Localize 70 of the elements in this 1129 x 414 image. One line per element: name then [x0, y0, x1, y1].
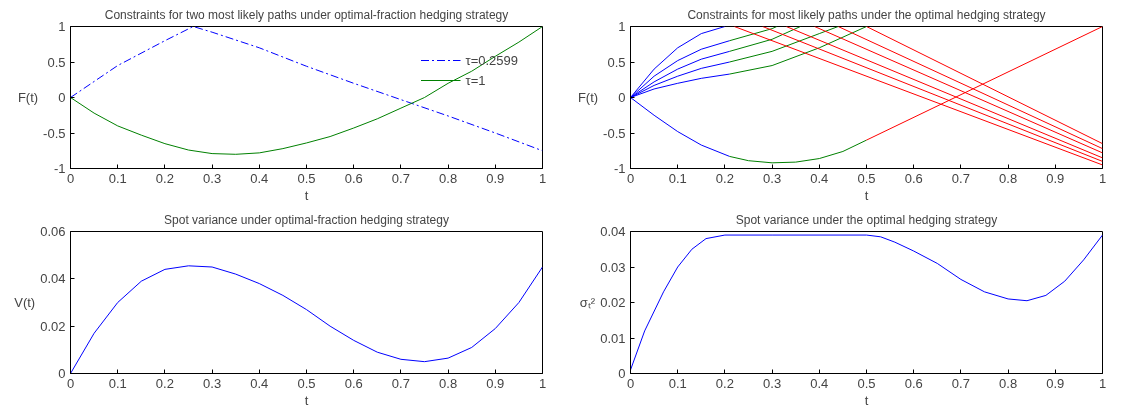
x-tick-label: 0.8 [439, 170, 458, 186]
x-tick-label: 0.7 [951, 375, 970, 391]
x-tick-label: 0.5 [857, 170, 876, 186]
x-tick-label: 0.8 [999, 375, 1018, 391]
x-tick-label: 0.3 [763, 375, 782, 391]
y-axis-title: F(t) [17, 90, 39, 105]
x-tick-label: 0.9 [486, 170, 505, 186]
y-axis-title: σₜ² [579, 295, 596, 310]
chart-title: Spot variance under optimal-fraction hedging strategy [164, 212, 449, 227]
x-tick-label: 0.6 [904, 375, 923, 391]
x-tick-label: 0.5 [297, 375, 316, 391]
y-axis-title: F(t) [577, 90, 599, 105]
y-tick-label: 0.02 [40, 318, 66, 334]
x-tick-label: 0.4 [250, 170, 269, 186]
x-tick-label: 0.8 [439, 375, 458, 391]
y-axis-title: V(t) [14, 295, 36, 310]
x-tick-label: 0.5 [297, 170, 316, 186]
x-axis-title: t [864, 187, 869, 203]
x-axis-title: t [304, 392, 309, 408]
y-tick-label: 0.04 [40, 271, 66, 287]
x-tick-label: 0.4 [810, 375, 829, 391]
y-tick-label: 0.06 [40, 224, 66, 239]
x-tick-label: 0.8 [999, 170, 1018, 186]
y-tick-label: -0.5 [43, 125, 66, 141]
x-tick-label: 0.5 [857, 375, 876, 391]
chart-title: Constraints for two most likely paths under optimal-fraction hedging strategy [104, 7, 509, 22]
y-tick-label: 0.01 [600, 330, 626, 346]
x-tick-label: 0.1 [108, 170, 127, 186]
x-tick-label: 0.2 [715, 170, 734, 186]
x-axis-title: t [864, 392, 869, 408]
chart-title: Spot variance under the optimal hedging strategy [735, 212, 998, 227]
x-tick-label: 1 [1098, 375, 1107, 391]
x-tick-label: 0.7 [951, 170, 970, 186]
y-tick-label: 0.5 [607, 54, 626, 70]
x-tick-label: 0.3 [763, 170, 782, 186]
x-tick-label: 0.9 [1046, 375, 1065, 391]
x-tick-label: 1 [538, 170, 547, 186]
y-tick-label: 0 [618, 90, 626, 105]
y-tick-label: 0.03 [600, 259, 626, 275]
y-tick-label: 0.02 [600, 295, 626, 310]
x-tick-label: 0.9 [486, 375, 505, 391]
x-tick-label: 0.4 [810, 170, 829, 186]
legend-label: τ=1 [465, 72, 486, 88]
x-tick-label: 0.7 [391, 375, 410, 391]
x-tick-label: 0.6 [344, 170, 363, 186]
x-tick-label: 0.1 [108, 375, 127, 391]
x-tick-label: 0.7 [391, 170, 410, 186]
x-tick-label: 0.2 [715, 375, 734, 391]
x-tick-label: 0.1 [668, 375, 687, 391]
y-tick-label: 0.5 [47, 54, 66, 70]
y-tick-label: 1 [618, 19, 626, 34]
x-tick-label: 0.6 [344, 375, 363, 391]
x-tick-label: 0.3 [203, 375, 222, 391]
y-tick-label: -0.5 [603, 125, 626, 141]
y-tick-label: 0 [58, 90, 66, 105]
x-tick-label: 0.9 [1046, 170, 1065, 186]
y-tick-label: -1 [53, 161, 66, 176]
y-tick-label: -1 [613, 161, 626, 176]
x-axis-title: t [304, 187, 309, 203]
chart-title: Constraints for most likely paths under the optimal hedging strategy [687, 7, 1046, 22]
x-tick-label: 0.4 [250, 375, 269, 391]
y-tick-label: 1 [58, 19, 66, 34]
x-tick-label: 0.1 [668, 170, 687, 186]
x-tick-label: 0.3 [203, 170, 222, 186]
x-tick-label: 1 [538, 375, 547, 391]
x-tick-label: 1 [1098, 170, 1107, 186]
x-tick-label: 0.2 [155, 170, 174, 186]
y-tick-label: 0.04 [600, 224, 626, 239]
x-tick-label: 0.6 [904, 170, 923, 186]
x-tick-label: 0.2 [155, 375, 174, 391]
